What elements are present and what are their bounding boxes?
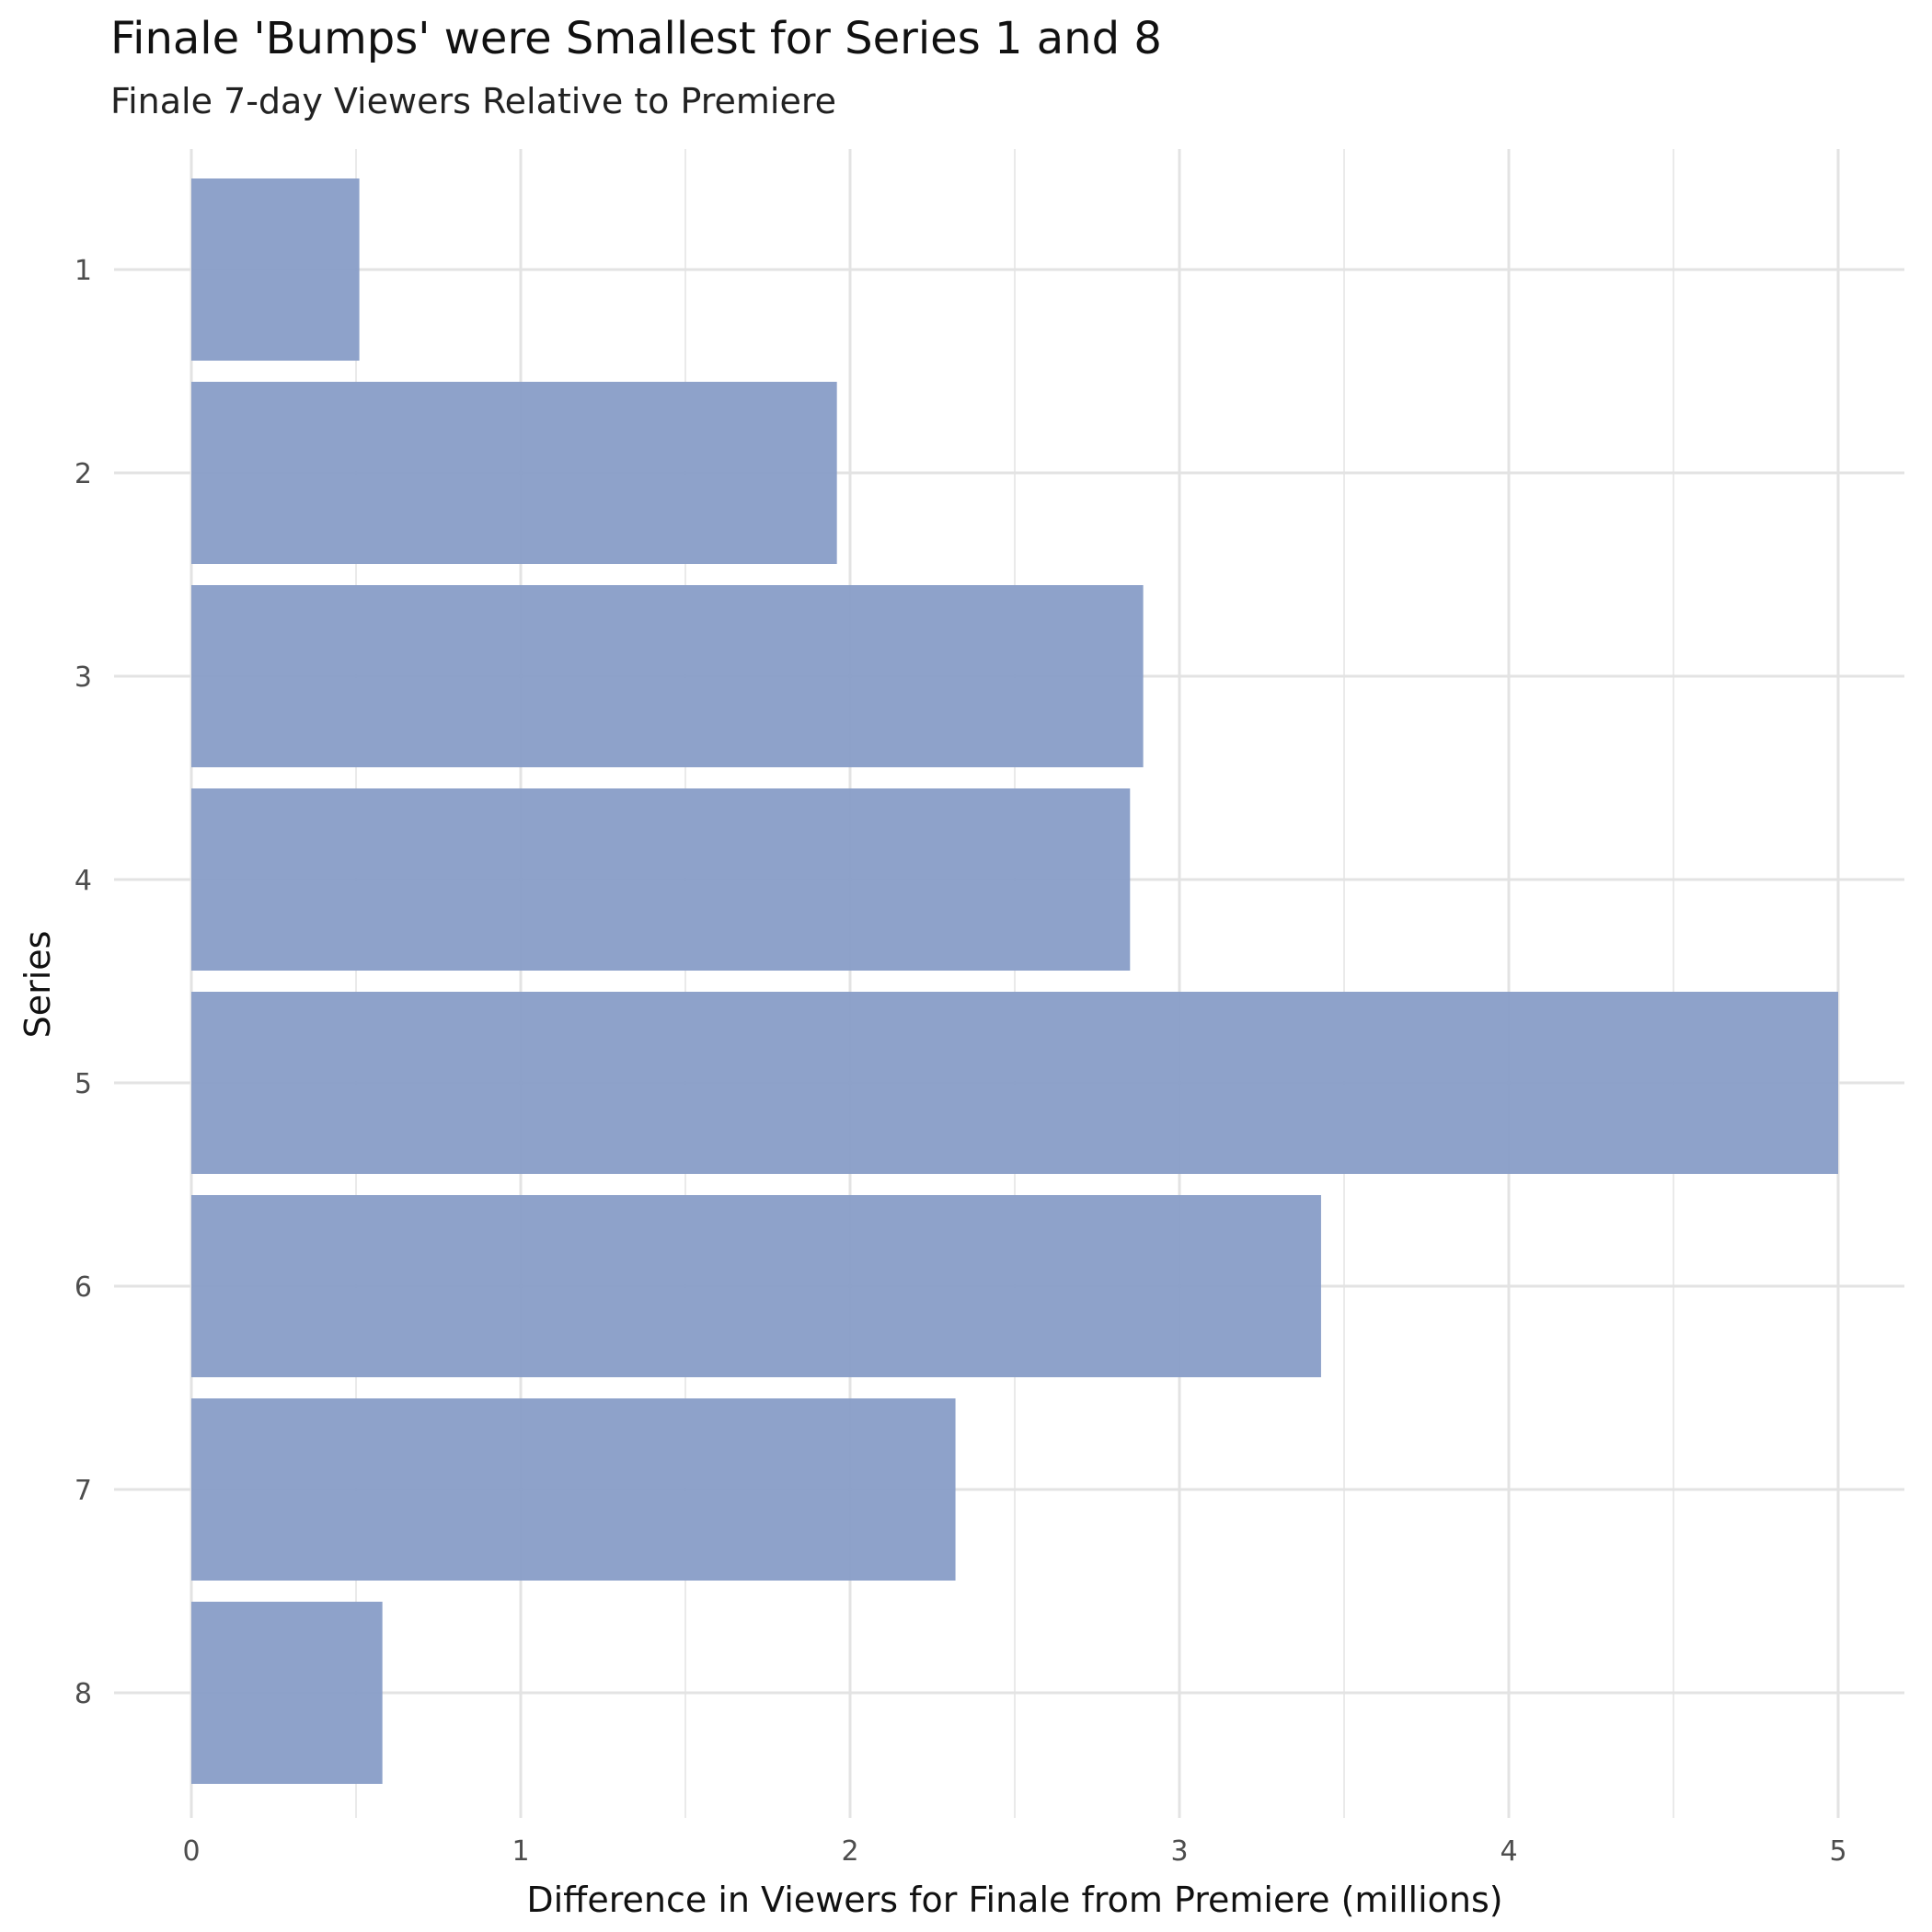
bar-series-6 [191, 1195, 1321, 1377]
x-tick-label: 4 [1500, 1835, 1517, 1868]
x-axis-title: Difference in Viewers for Finale from Pr… [526, 1880, 1502, 1920]
y-tick-label: 7 [75, 1475, 92, 1507]
y-tick-label: 8 [75, 1678, 92, 1710]
y-axis-title: Series [17, 931, 58, 1039]
y-tick-label: 5 [75, 1068, 92, 1100]
x-tick-label: 1 [512, 1835, 529, 1868]
y-tick-label: 2 [75, 458, 92, 490]
x-tick-label: 3 [1170, 1835, 1188, 1868]
y-tick-label: 6 [75, 1271, 92, 1304]
bar-series-2 [191, 382, 837, 564]
tick-layer: 1 2 3 4 5 6 7 8 0 1 2 3 4 5 [75, 255, 1847, 1868]
bar-series-3 [191, 585, 1144, 767]
chart-subtitle: Finale 7-day Viewers Relative to Premier… [110, 81, 837, 121]
bar-series-8 [191, 1602, 383, 1784]
bar-series-4 [191, 788, 1131, 971]
y-tick-label: 1 [75, 255, 92, 287]
bar-series-7 [191, 1398, 956, 1581]
x-tick-label: 5 [1829, 1835, 1846, 1868]
x-tick-label: 0 [182, 1835, 200, 1868]
y-tick-label: 3 [75, 661, 92, 694]
bar-series-1 [191, 178, 360, 361]
bar-layer [191, 178, 1838, 1784]
x-tick-label: 2 [841, 1835, 858, 1868]
chart-title: Finale 'Bumps' were Smallest for Series … [110, 13, 1162, 64]
bar-series-5 [191, 992, 1838, 1174]
y-tick-label: 4 [75, 865, 92, 897]
